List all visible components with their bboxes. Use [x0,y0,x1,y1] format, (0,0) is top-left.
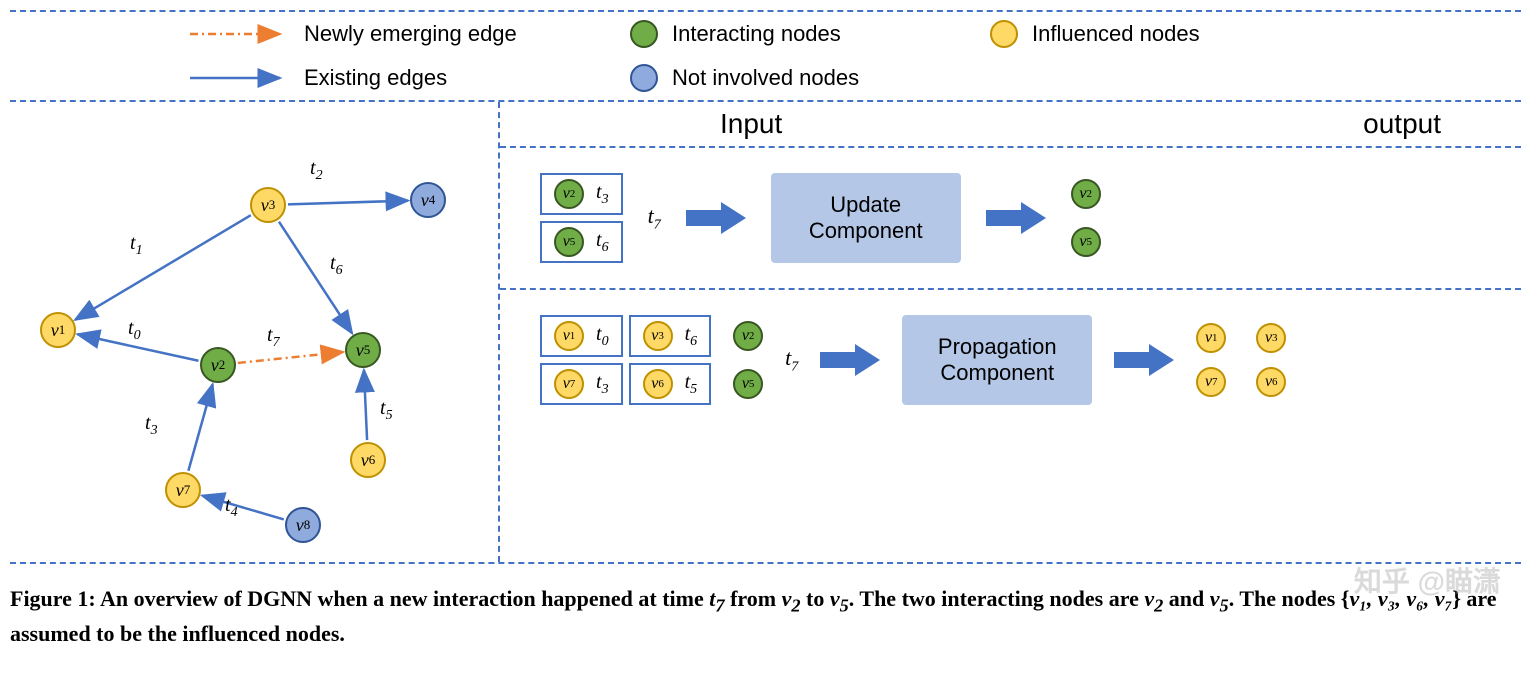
input-box: v3t6 [629,315,712,357]
solid-arrow-icon [190,68,290,88]
legend-label: Newly emerging edge [304,21,517,47]
edge-label: t7 [267,324,280,351]
node-1: v1 [554,321,584,351]
legend-label: Existing edges [304,65,447,91]
edge-label: t4 [225,494,238,521]
input-box: v1t0 [540,315,623,357]
legend-row-1: Newly emerging edge Interacting nodes In… [10,12,1521,56]
t-current-label: t7 [648,203,661,233]
legend-label: Influenced nodes [1032,21,1200,47]
graph-node-v5: v5 [345,332,381,368]
update-inputs: v2t3 v5t6 [540,173,623,263]
edge-label: t6 [330,252,343,279]
graph-node-v7: v7 [165,472,201,508]
legend-newly-emerging: Newly emerging edge [190,21,570,47]
propagation-outputs: v1 v3 v7 v6 [1196,323,1286,397]
node-2: v2 [554,179,584,209]
node-2: v2 [1071,179,1101,209]
legend-existing: Existing edges [190,65,570,91]
graph-node-v2: v2 [200,347,236,383]
arrow-icon [1114,342,1174,378]
bottom-divider [10,562,1521,564]
graph-node-v3: v3 [250,187,286,223]
edge-label: t2 [310,157,323,184]
output-heading: output [1363,108,1441,140]
component-title: Update [830,192,901,218]
node-3: v3 [643,321,673,351]
arrow-icon [686,200,746,236]
figure-container: Newly emerging edge Interacting nodes In… [10,10,1521,650]
dash-arrow-icon [190,24,290,44]
input-heading: Input [720,108,782,140]
main-area: v1 v2 v3 v4 v5 v6 v7 v8 t0 t1 t2 t3 t4 t5 t6 t7 Input o… [10,102,1521,562]
graph-panel: v1 v2 v3 v4 v5 v6 v7 v8 t0 t1 t2 t3 t4 t5 t6 t7 [10,102,498,562]
t-current-label: t7 [785,345,798,375]
propagation-context: v2 v5 [733,321,763,399]
node-5: v5 [1071,227,1101,257]
node-7: v7 [1196,367,1226,397]
legend: Newly emerging edge Interacting nodes In… [10,12,1521,100]
node-5: v5 [554,227,584,257]
update-component-box: Update Component [771,173,961,263]
legend-label: Not involved nodes [672,65,859,91]
input-box: v2t3 [540,173,623,215]
graph-edges-svg [10,102,498,562]
edge-label: t0 [128,317,141,344]
component-title: Component [940,360,1054,386]
node-7: v7 [554,369,584,399]
arrow-icon [820,342,880,378]
legend-interacting: Interacting nodes [630,20,930,48]
edge-label: t3 [145,412,158,439]
legend-label: Interacting nodes [672,21,841,47]
node-6: v6 [643,369,673,399]
pipeline-panel: Input output v2t3 v5t6 t7 Update Componen… [498,102,1521,562]
update-outputs: v2 v5 [1071,179,1101,257]
input-box: v5t6 [540,221,623,263]
node-1: v1 [1196,323,1226,353]
node-2: v2 [733,321,763,351]
blue-swatch-icon [630,64,658,92]
update-row: v2t3 v5t6 t7 Update Component v2 v5 [500,148,1521,288]
node-3: v3 [1256,323,1286,353]
legend-row-2: Existing edges Not involved nodes [10,56,1521,100]
propagation-row: v1t0v3t6v7t3v6t5 v2 v5 t7 Propagation Com… [500,290,1521,430]
propagation-inputs: v1t0v3t6v7t3v6t5 [540,315,711,405]
arrow-icon [986,200,1046,236]
input-box: v7t3 [540,363,623,405]
component-title: Component [809,218,923,244]
edge-label: t1 [130,232,143,259]
legend-influenced: Influenced nodes [990,20,1200,48]
green-swatch-icon [630,20,658,48]
figure-caption: Figure 1: An overview of DGNN when a new… [10,584,1521,650]
graph-node-v8: v8 [285,507,321,543]
graph-node-v1: v1 [40,312,76,348]
propagation-component-box: Propagation Component [902,315,1092,405]
node-5: v5 [733,369,763,399]
component-title: Propagation [938,334,1057,360]
graph-node-v4: v4 [410,182,446,218]
yellow-swatch-icon [990,20,1018,48]
edge-label: t5 [380,397,393,424]
graph-node-v6: v6 [350,442,386,478]
node-6: v6 [1256,367,1286,397]
legend-not-involved: Not involved nodes [630,64,859,92]
input-box: v6t5 [629,363,712,405]
